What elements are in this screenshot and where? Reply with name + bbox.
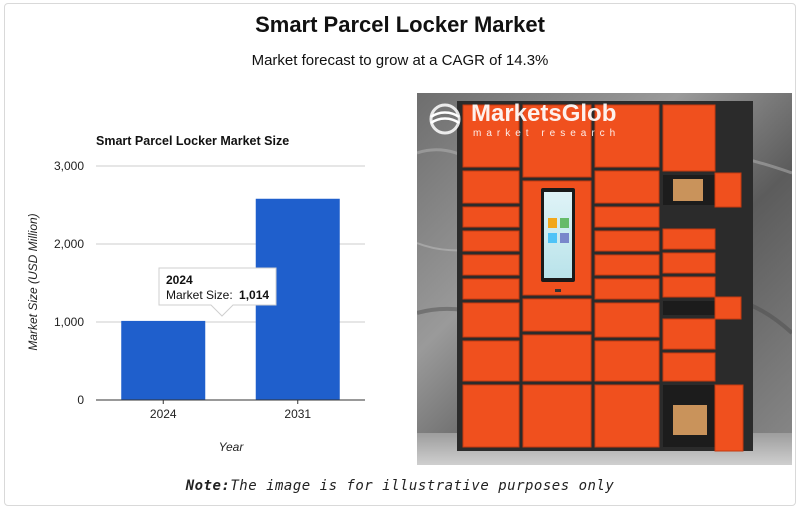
x-tick-label: 2031 [284,407,311,421]
locker-illustration: MarketsGlob market research [417,93,792,465]
y-tick-label: 0 [77,393,84,407]
y-tick-label: 2,000 [54,237,84,251]
y-tick-label: 1,000 [54,315,84,329]
page-subtitle: Market forecast to grow at a CAGR of 14.… [251,52,549,69]
tooltip-year: 2024 [166,273,193,287]
chart-title: Smart Parcel Locker Market Size [96,134,289,148]
bar-2024[interactable] [121,320,206,400]
tooltip-value: 1,014 [239,288,269,302]
note-label: Note: [185,478,231,494]
bar-chart-svg: Smart Parcel Locker Market Size 0 1,000 2,… [26,134,365,454]
tooltip-box [158,267,277,317]
x-tick-label: 2024 [150,407,177,421]
note-text: The image is for illustrative purposes o… [230,478,615,494]
illustration-note: Note:The image is for illustrative purpo… [0,478,800,494]
locker-image: MarketsGlob market research [417,93,792,465]
brand-logo-tagline: market research [473,128,620,139]
y-tick-label: 3,000 [54,159,84,173]
tooltip: 2024 Market Size: 1,014 [158,267,277,317]
y-axis-label: Market Size (USD Million) [26,213,40,350]
brand-logo-name: MarketsGlob [471,100,616,127]
tooltip-label-text: Market Size: [166,288,233,302]
market-size-chart: Smart Parcel Locker Market Size 0 1,000 2,… [26,134,365,454]
y-axis-ticks: 0 1,000 2,000 3,000 [54,159,84,407]
brand-logo: MarketsGlob market research [429,100,620,139]
parcel-box [673,179,703,201]
page-title: Smart Parcel Locker Market [255,12,545,37]
parcel-box-2 [673,405,707,435]
x-axis-label: Year [219,440,245,454]
x-axis-ticks: 2024 2031 [150,400,311,421]
tooltip-label: Market Size: 1,014 [166,288,269,302]
